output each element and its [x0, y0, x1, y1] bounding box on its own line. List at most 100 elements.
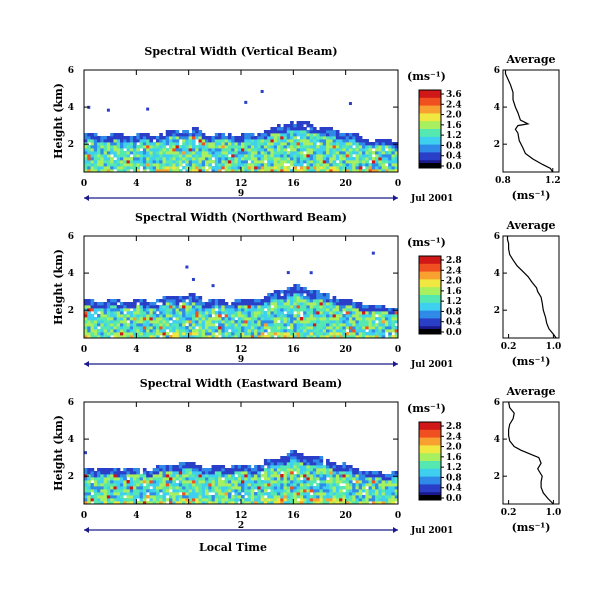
heatmap-cell	[326, 314, 330, 318]
heatmap-cell	[273, 498, 278, 502]
heatmap-cell	[159, 148, 163, 152]
heatmap-cell	[231, 486, 235, 490]
heatmap-cell	[394, 489, 399, 493]
heatmap-cell	[365, 151, 369, 155]
heatmap-cell	[97, 474, 101, 478]
heatmap-cell	[299, 169, 304, 173]
heatmap-cell	[201, 492, 206, 496]
heatmap-cell	[257, 305, 262, 309]
heatmap-cell	[388, 317, 392, 321]
heatmap-cell	[365, 166, 369, 170]
heatmap-cell	[319, 160, 324, 164]
heatmap-cell	[172, 480, 176, 484]
heatmap-cell	[126, 329, 131, 333]
heatmap-cell	[394, 169, 399, 173]
heatmap-cell	[299, 483, 304, 487]
heatmap-cell	[106, 477, 111, 481]
heatmap-cell	[381, 326, 386, 330]
heatmap-cell	[155, 480, 160, 484]
heatmap-cell	[365, 477, 369, 481]
heatmap-cell	[276, 305, 281, 309]
x-tick-label: 4	[133, 345, 139, 355]
heatmap-cell	[113, 305, 118, 309]
heatmap-cell	[211, 145, 216, 149]
heatmap-cell	[123, 314, 127, 318]
heatmap-cell	[208, 468, 212, 472]
heatmap-cell	[384, 486, 389, 490]
heatmap-cell	[276, 332, 281, 336]
heatmap-cell	[241, 317, 245, 321]
heatmap-cell	[286, 465, 291, 469]
heatmap-cell	[129, 498, 134, 502]
heatmap-cell	[312, 456, 317, 460]
heatmap-cell	[339, 317, 343, 321]
heatmap-cell	[276, 145, 281, 149]
heatmap-cell	[129, 166, 134, 170]
heatmap-cell	[191, 474, 196, 478]
heatmap-cell	[362, 480, 366, 484]
heatmap-cell	[169, 148, 173, 152]
heatmap-cell	[250, 471, 255, 475]
heatmap-cell	[123, 489, 127, 493]
heatmap-cell	[205, 489, 209, 493]
heatmap-cell	[342, 326, 347, 330]
heatmap-cell	[231, 474, 235, 478]
heatmap-cell	[129, 163, 134, 167]
heatmap-cell	[142, 311, 147, 315]
heatmap-cell	[280, 326, 284, 330]
heatmap-cell	[283, 154, 288, 158]
colorbar-segment	[419, 435, 441, 439]
heatmap-cell	[273, 492, 278, 496]
heatmap-cell	[136, 495, 140, 499]
heatmap-cell	[234, 477, 239, 481]
heatmap-cell	[93, 477, 98, 481]
heatmap-cell	[309, 145, 314, 149]
heatmap-cell	[155, 474, 160, 478]
heatmap-cell	[146, 474, 150, 478]
heatmap-cell	[139, 477, 144, 481]
heatmap-cell	[106, 492, 111, 496]
heatmap-cell	[188, 160, 193, 164]
heatmap-cell	[260, 489, 265, 493]
heatmap-cell	[339, 320, 343, 324]
heatmap-cell	[97, 160, 101, 164]
heatmap-cell	[348, 136, 353, 140]
heatmap-cell	[159, 157, 163, 161]
heatmap-cell	[129, 142, 134, 146]
heatmap-cell	[335, 480, 340, 484]
heatmap-cell	[381, 142, 386, 146]
heatmap-cell	[342, 477, 347, 481]
heatmap-cell	[208, 163, 212, 167]
heatmap-cell	[273, 299, 278, 303]
heatmap-cell	[201, 480, 206, 484]
heatmap-cell	[362, 335, 366, 339]
heatmap-cell	[113, 142, 118, 146]
heatmap-cell	[205, 477, 209, 481]
heatmap-cell	[224, 305, 229, 309]
heatmap-cell	[260, 486, 265, 490]
heatmap-cell	[201, 474, 206, 478]
heatmap-cell	[106, 160, 111, 164]
heatmap-cell	[270, 139, 275, 143]
heatmap-cell	[155, 308, 160, 312]
heatmap-cell	[283, 320, 288, 324]
heatmap-cell	[312, 157, 317, 161]
heatmap-cell	[129, 160, 134, 164]
heatmap-cell	[260, 145, 265, 149]
heatmap-cell	[110, 326, 114, 330]
heatmap-cell	[224, 148, 229, 152]
heatmap-cell	[162, 154, 167, 158]
heatmap-cell	[126, 486, 131, 490]
colorbar-segment	[419, 117, 441, 120]
heatmap-cell	[326, 335, 330, 339]
heatmap-cell	[103, 142, 108, 146]
heatmap-cell	[342, 302, 347, 306]
heatmap-cell	[169, 308, 173, 312]
heatmap-cell	[136, 308, 140, 312]
heatmap-cell	[273, 133, 278, 137]
heatmap-cell	[293, 127, 297, 131]
heatmap-cell	[290, 332, 294, 336]
heatmap-cell	[299, 320, 304, 324]
heatmap-cell	[188, 468, 193, 472]
heatmap-cell	[227, 501, 232, 505]
